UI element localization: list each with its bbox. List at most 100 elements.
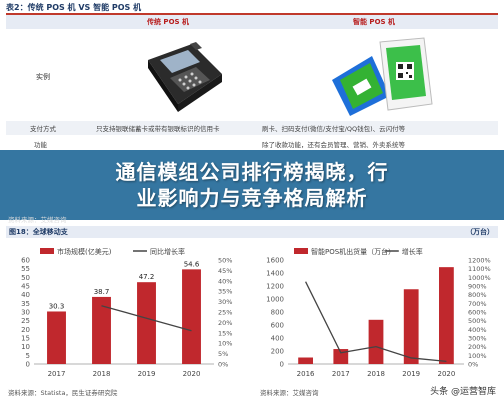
- bar-2016: [298, 357, 313, 364]
- smart-pos-image: [332, 37, 433, 116]
- headline-line-1: 通信模组公司排行榜揭晓，行: [115, 160, 389, 184]
- y2-tick-label: 1200%: [468, 257, 491, 265]
- data-label: 30.3: [49, 302, 65, 310]
- bar-2017: [333, 349, 349, 364]
- figure-title-left: 图18：全球移动支: [9, 228, 68, 236]
- row-label-example: 实例: [36, 73, 50, 81]
- chart-smart-pos-shipments: 智能POS机出货量（万台） 增长率 0 200 400 600 800 1000 1200 140…: [266, 247, 491, 378]
- legend-label-line: 增长率: [402, 247, 423, 256]
- y-tick-label: 0: [280, 361, 284, 369]
- column-header-left: [6, 13, 86, 29]
- x-tick-label: 2018: [93, 370, 111, 378]
- watermark: 头条 @运营智库: [430, 387, 496, 397]
- y-tick-label: 20: [21, 326, 30, 334]
- y2-tick-label: 300%: [468, 335, 487, 343]
- row-label-payment: 支付方式: [30, 125, 56, 133]
- y2-tick-label: 5%: [218, 350, 228, 358]
- y-tick-label: 35: [21, 300, 30, 308]
- growth-rate-line: [101, 305, 192, 332]
- bar-2018: [92, 296, 111, 364]
- x-tick-label: 2017: [48, 370, 66, 378]
- chart1-source: 资料来源：Statista，民生证券研究院: [8, 389, 118, 397]
- traditional-pos-image: [148, 42, 222, 112]
- row-mid-payment: 只支持银联储蓄卡或带有银联标识的信用卡: [96, 125, 220, 133]
- table-title: 表2：传统 POS 机 VS 智能 POS 机: [6, 3, 142, 12]
- y-tick-label: 0: [26, 361, 30, 369]
- y-tick-label: 800: [271, 309, 284, 317]
- y2-tick-label: 15%: [218, 329, 232, 337]
- chart2-source: 资料来源：艾媒咨询: [260, 389, 319, 397]
- column-header-traditional-pos: 传统 POS 机: [86, 13, 250, 29]
- y-tick-label: 30: [21, 309, 30, 317]
- legend-label-bar: 市场规模(亿美元): [57, 247, 112, 256]
- data-label: 38.7: [94, 288, 110, 296]
- y2-tick-label: 200%: [468, 343, 487, 351]
- y2-tick-label: 35%: [218, 288, 232, 296]
- legend-label-line: 同比增长率: [150, 247, 185, 256]
- y-tick-label: 45: [21, 283, 30, 291]
- y-tick-label: 15: [21, 335, 30, 343]
- y2-tick-label: 100%: [468, 352, 487, 360]
- y-tick-label: 400: [271, 335, 284, 343]
- figure-title: 图18：全球移动支 （万台）: [6, 226, 498, 238]
- y-tick-label: 200: [271, 348, 284, 356]
- y2-tick-label: 20%: [218, 319, 232, 327]
- y2-tick-label: 900%: [468, 283, 487, 291]
- x-tick-label: 2017: [332, 370, 350, 378]
- row-label-function: 功能: [34, 141, 47, 149]
- data-label: 47.2: [139, 273, 155, 281]
- y2-tick-label: 0%: [468, 361, 478, 369]
- y2-tick-label: 1000%: [468, 274, 491, 282]
- table-row-function: 功能 除了收款功能，还有会员管理、营销、外卖系统等: [6, 137, 498, 151]
- headline-banner: [0, 150, 504, 220]
- y-tick-label: 40: [21, 291, 30, 299]
- y-tick-label: 25: [21, 317, 30, 325]
- x-tick-label: 2019: [138, 370, 156, 378]
- bar-2018: [368, 319, 384, 364]
- y-tick-label: 50: [21, 274, 30, 282]
- y-tick-label: 5: [26, 352, 30, 360]
- y-tick-label: 600: [271, 322, 284, 330]
- x-tick-label: 2018: [367, 370, 385, 378]
- x-tick-label: 2020: [437, 370, 455, 378]
- bar-2020: [182, 269, 201, 364]
- y2-tick-label: 600%: [468, 309, 487, 317]
- y2-tick-label: 10%: [218, 340, 232, 348]
- legend-swatch-bar: [294, 248, 308, 254]
- y2-tick-label: 500%: [468, 317, 487, 325]
- row-right-function: 除了收款功能，还有会员管理、营销、外卖系统等: [262, 141, 405, 149]
- y2-tick-label: 1100%: [468, 265, 491, 273]
- y-tick-label: 1000: [266, 296, 284, 304]
- y2-tick-label: 800%: [468, 291, 487, 299]
- y-tick-label: 1600: [266, 257, 284, 265]
- x-tick-label: 2020: [183, 370, 201, 378]
- y2-tick-label: 25%: [218, 309, 232, 317]
- legend-swatch-bar: [40, 248, 54, 254]
- y2-tick-label: 50%: [218, 257, 232, 265]
- table-source: 资料来源：艾媒咨询: [8, 216, 67, 224]
- bar-2020: [439, 267, 454, 364]
- row-right-payment: 刷卡、扫码支付(微信/支付宝/QQ钱包)、云闪付等: [262, 125, 406, 133]
- data-label: 54.6: [184, 260, 200, 268]
- bar-2017: [47, 311, 66, 364]
- y2-tick-label: 45%: [218, 267, 232, 275]
- legend-label-bar: 智能POS机出货量（万台）: [311, 247, 395, 256]
- y-tick-label: 55: [21, 265, 30, 273]
- figure-title-right: （万台）: [466, 228, 494, 236]
- y2-tick-label: 40%: [218, 277, 232, 285]
- y2-tick-label: 0%: [218, 361, 228, 369]
- y-tick-label: 60: [21, 257, 30, 265]
- x-tick-label: 2016: [297, 370, 315, 378]
- bar-2019: [137, 282, 156, 364]
- y2-tick-label: 400%: [468, 326, 487, 334]
- y2-tick-label: 700%: [468, 300, 487, 308]
- x-tick-label: 2019: [402, 370, 420, 378]
- growth-rate-line: [305, 281, 447, 363]
- headline-line-2: 业影响力与竞争格局解析: [136, 186, 368, 210]
- y2-tick-label: 30%: [218, 298, 232, 306]
- y-tick-label: 1200: [266, 283, 284, 291]
- y-tick-label: 10: [21, 343, 30, 351]
- column-header-smart-pos: 智能 POS 机: [250, 13, 498, 29]
- bar-2019: [403, 289, 419, 364]
